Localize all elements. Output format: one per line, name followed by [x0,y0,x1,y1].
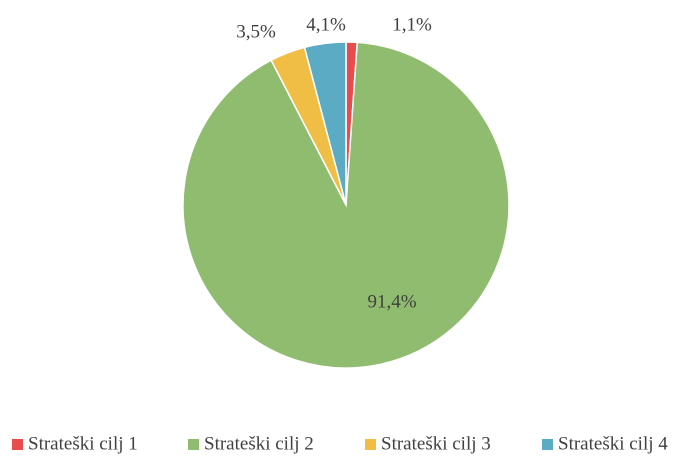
legend-marker [542,439,553,450]
legend-label: Strateški cilj 1 [28,433,138,454]
data-label: 3,5% [236,21,276,42]
data-label: 91,4% [367,291,416,312]
legend-label: Strateški cilj 2 [204,433,314,454]
legend-marker [12,439,23,450]
pie-slice [303,41,347,206]
legend-marker [365,439,376,450]
legend-label: Strateški cilj 4 [558,433,668,454]
legend-label: Strateški cilj 3 [381,433,491,454]
data-label: 1,1% [392,14,432,35]
data-label: 4,1% [306,14,346,35]
pie-slice [182,41,510,369]
legend-marker [188,439,199,450]
